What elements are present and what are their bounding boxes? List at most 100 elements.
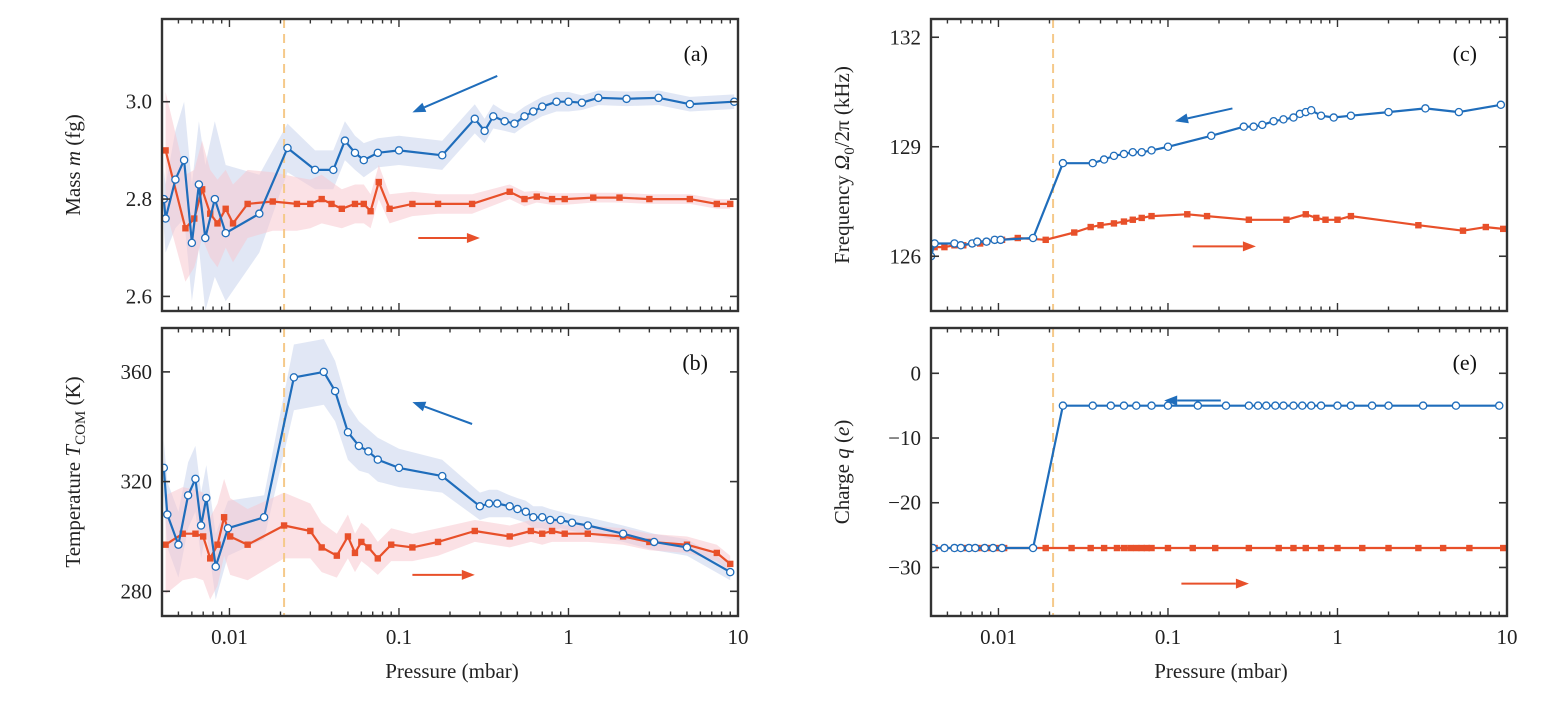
data-point-increasing [1113, 544, 1121, 552]
data-point-decreasing [1346, 401, 1356, 410]
data-point-increasing [207, 555, 214, 562]
data-point-decreasing [221, 228, 230, 238]
data-point-decreasing [191, 474, 200, 484]
data-point-decreasing [1418, 401, 1428, 410]
data-point-decreasing [259, 513, 269, 522]
band-decreasing-b [163, 339, 731, 600]
data-point-decreasing [618, 529, 628, 538]
data-point-decreasing [685, 99, 695, 109]
data-point-decreasing [513, 504, 522, 514]
data-point-increasing [539, 530, 546, 537]
y-axis-label-b: Temperature TCOM (K) [61, 376, 89, 567]
data-point-decreasing [1058, 401, 1068, 410]
data-point-decreasing [162, 463, 169, 473]
data-point-decreasing [1028, 233, 1038, 243]
series-line-increasing-c [934, 213, 1504, 249]
panel-label-b: (b) [682, 350, 708, 375]
x-tick-label: 0.01 [211, 625, 248, 649]
data-point-increasing [244, 541, 251, 548]
data-point-increasing [1317, 544, 1325, 552]
data-point-increasing [1042, 236, 1049, 244]
data-point-decreasing [484, 499, 494, 508]
data-point-decreasing [1316, 401, 1326, 410]
panel-c-plot-area [931, 19, 1507, 311]
data-point-decreasing [1298, 401, 1307, 410]
data-point-increasing [365, 544, 372, 551]
data-point-decreasing [343, 427, 353, 437]
data-point-decreasing [1384, 401, 1393, 410]
data-point-increasing [1097, 222, 1104, 229]
data-point-increasing [1143, 544, 1150, 552]
data-point-increasing [1184, 211, 1191, 218]
data-point-decreasing [988, 543, 998, 553]
data-point-increasing [244, 200, 251, 208]
data-point-decreasing [171, 175, 180, 184]
data-point-decreasing [163, 510, 172, 519]
data-point-decreasing [330, 386, 340, 396]
panel-label-a: (a) [684, 41, 708, 66]
data-point-increasing [527, 527, 535, 535]
arrow-head-decreasing-a [412, 102, 427, 113]
y-tick-label: −20 [888, 491, 921, 515]
data-point-decreasing [194, 180, 204, 189]
data-point-increasing [293, 200, 301, 208]
data-point-increasing [727, 200, 734, 208]
data-point-increasing [713, 549, 721, 557]
arrow-head-decreasing-e [1164, 395, 1178, 406]
data-point-increasing [179, 530, 186, 537]
data-point-increasing [941, 243, 948, 251]
panel-b-plot-area [162, 328, 735, 616]
series-line-decreasing-e [932, 404, 1500, 550]
y-tick-label: −10 [888, 426, 921, 450]
data-point-decreasing [187, 238, 197, 248]
data-point-increasing [616, 194, 623, 201]
data-point-increasing [1148, 544, 1155, 552]
data-point-increasing [1500, 225, 1507, 233]
data-point-increasing [584, 530, 592, 537]
data-point-decreasing [475, 502, 485, 511]
data-point-increasing [434, 538, 442, 546]
data-point-decreasing [1163, 142, 1173, 151]
data-point-decreasing [971, 543, 980, 553]
data-point-increasing [1068, 544, 1075, 552]
data-point-increasing [1466, 544, 1473, 552]
data-point-decreasing [622, 94, 631, 104]
data-point-decreasing [1119, 149, 1129, 159]
y-tick-label: 126 [890, 244, 922, 268]
data-point-increasing [1164, 544, 1172, 552]
data-point-decreasing [201, 233, 210, 243]
data-point-increasing [1385, 544, 1392, 552]
data-point-decreasing [1244, 401, 1254, 410]
data-point-increasing [1302, 211, 1309, 218]
data-point-decreasing [594, 93, 603, 103]
data-point-increasing [434, 200, 442, 208]
data-point-decreasing [354, 441, 364, 451]
data-point-increasing [344, 533, 352, 540]
data-point-decreasing [162, 214, 170, 223]
data-point-increasing [220, 514, 228, 521]
data-point-increasing [1100, 544, 1108, 552]
data-point-decreasing [1421, 104, 1430, 113]
data-point-decreasing [1206, 131, 1216, 141]
panel-c-frequency: 126 129 132 (c) Frequency Ω0/2π (kHz) [830, 17, 1509, 313]
data-point-decreasing [1028, 543, 1038, 553]
data-point-increasing [1138, 214, 1145, 222]
data-point-increasing [713, 200, 721, 208]
data-point-decreasing [350, 148, 360, 158]
data-point-decreasing [174, 540, 183, 549]
data-point-increasing [1138, 544, 1145, 552]
data-point-decreasing [1147, 146, 1156, 155]
data-point-decreasing [1147, 401, 1156, 410]
data-point-decreasing [1454, 107, 1464, 117]
data-point-increasing [375, 178, 382, 186]
data-point-decreasing [997, 543, 1007, 553]
data-point-decreasing [1494, 401, 1504, 410]
data-point-decreasing [1289, 401, 1298, 410]
axes-frame-c [929, 17, 1509, 313]
data-point-increasing [409, 200, 416, 208]
data-point-decreasing [223, 523, 233, 533]
data-point-increasing [1127, 544, 1134, 552]
data-point-decreasing [1279, 401, 1288, 410]
data-point-decreasing [1329, 113, 1338, 122]
data-point-decreasing [1099, 155, 1109, 164]
